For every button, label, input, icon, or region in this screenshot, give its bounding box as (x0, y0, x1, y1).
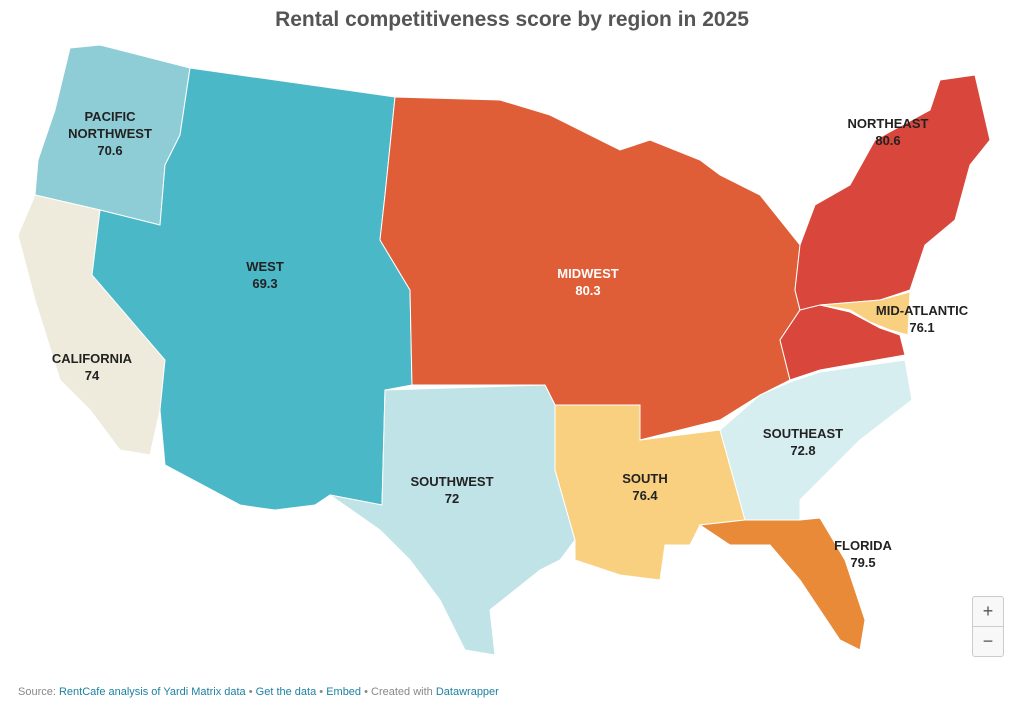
region (698, 517, 866, 651)
region-name: WEST (246, 259, 284, 274)
source-label: Source: (18, 686, 56, 698)
region-label: NORTHEAST 80.6 (833, 115, 943, 149)
source-link[interactable]: RentCafe analysis of Yardi Matrix data (58, 686, 246, 698)
title: Rental competitiveness score by region i… (275, 8, 749, 31)
tool-link[interactable]: Datawrapper (435, 686, 499, 698)
separator: • (364, 686, 368, 698)
region-name: MIDWEST (557, 266, 619, 281)
separator: • (248, 686, 253, 698)
region-label: WEST 69.3 (210, 258, 320, 292)
region-label: SOUTHEAST 72.8 (748, 425, 858, 459)
region-label: MID-ATLANTIC 76.1 (867, 302, 977, 336)
region-name: CALIFORNIA (51, 351, 133, 366)
region-label: SOUTH 76.4 (590, 470, 700, 504)
region-value: 72.8 (790, 443, 816, 458)
region-value: 69.3 (252, 276, 278, 291)
region-value: 79.5 (850, 555, 876, 570)
region-value: 70.6 (97, 143, 123, 158)
region-label: FLORIDA 79.5 (808, 537, 918, 571)
get-data-link[interactable]: Get the data (255, 686, 317, 698)
region-label: SOUTHWEST 72 (397, 473, 507, 507)
zoom-out[interactable]: − (973, 626, 1003, 656)
region-label: CALIFORNIA 74 (37, 350, 147, 384)
region-value: 80.6 (875, 133, 901, 148)
region-name: NORTHEAST (847, 116, 929, 131)
region-name: FLORIDA (834, 538, 892, 553)
region-name: SOUTHWEST (410, 474, 494, 489)
region-value: 72 (444, 491, 460, 506)
region-value: 74 (84, 368, 100, 383)
region (554, 404, 746, 581)
region-value: 76.4 (632, 488, 658, 503)
region-name: PACIFIC NORTHWEST (68, 109, 152, 141)
footer: Source: RentCafe analysis of Yardi Matri… (18, 686, 499, 698)
zoom-in[interactable]: + (982, 601, 994, 621)
region-name: SOUTH (622, 471, 668, 486)
region-label: MIDWEST 80.3 (533, 265, 643, 299)
region (819, 291, 911, 336)
region-name: SOUTHEAST (762, 426, 844, 441)
embed-link[interactable]: Embed (326, 686, 362, 698)
region-name: MID-ATLANTIC (875, 303, 969, 318)
region-value: 76.1 (909, 320, 935, 335)
region-label: PACIFIC NORTHWEST 70.6 (63, 108, 158, 159)
region-value: 80.3 (575, 283, 601, 298)
separator: • (319, 686, 324, 698)
created-with: Created with (371, 686, 433, 698)
zoom-controls: + − (972, 596, 1004, 657)
